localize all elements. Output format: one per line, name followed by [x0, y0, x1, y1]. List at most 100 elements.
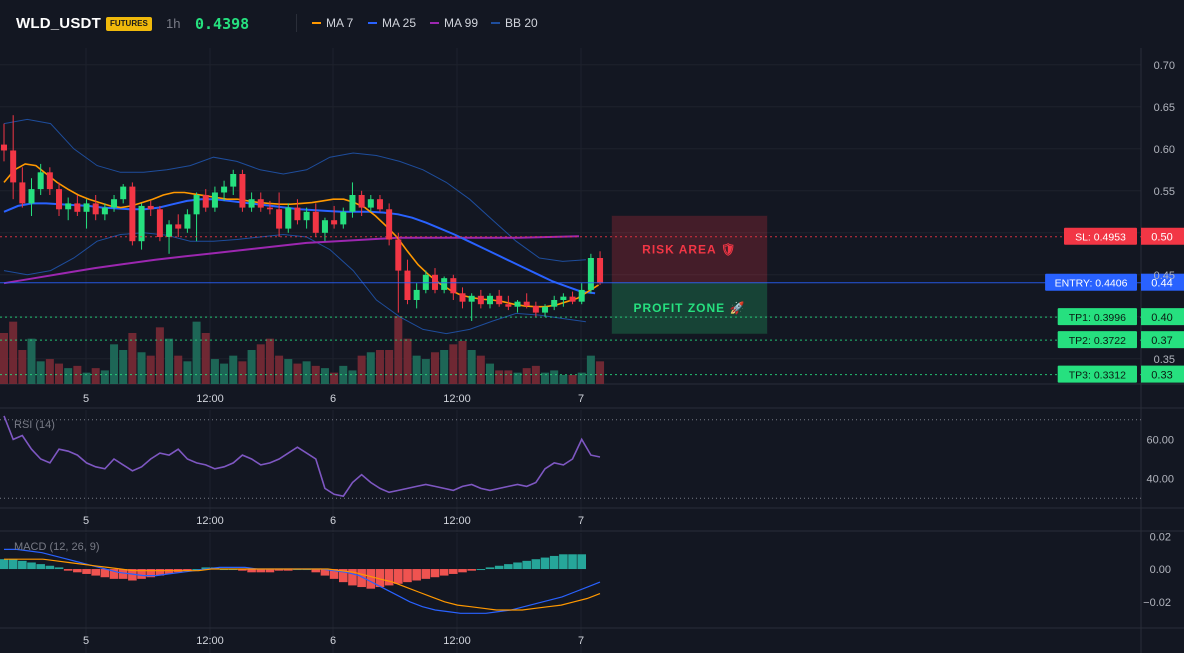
timeframe-label[interactable]: 1h — [166, 16, 181, 31]
volume-bar — [348, 370, 357, 384]
legend-ma99-label: MA 99 — [444, 16, 479, 30]
volume-bar — [320, 368, 329, 384]
candle-up — [349, 195, 356, 212]
volume-bar — [586, 355, 595, 384]
level-axis-label: 0.44 — [1151, 278, 1172, 290]
volume-bar — [476, 355, 485, 384]
candle-down — [459, 293, 466, 302]
candle-up — [551, 300, 558, 307]
legend-ma7-label: MA 7 — [326, 16, 354, 30]
macd-hist-bar — [183, 569, 192, 571]
macd-hist-bar — [91, 569, 100, 576]
volume-bar — [64, 368, 73, 384]
candle-up — [193, 195, 200, 215]
candle-down — [1, 144, 7, 151]
macd-hist-bar — [238, 569, 247, 571]
volume-bar — [430, 352, 439, 384]
macd-time-label: 12:00 — [196, 635, 224, 647]
macd-hist-bar — [54, 567, 64, 570]
legend-ma25[interactable]: MA 25 — [368, 16, 416, 30]
candle-down — [386, 209, 393, 240]
candle-down — [404, 270, 411, 300]
volume-bar — [293, 363, 302, 384]
candle-up — [101, 207, 108, 215]
price-tick-label: 0.35 — [1154, 354, 1175, 366]
level-axis-label: 0.40 — [1151, 312, 1172, 324]
macd-hist-bar — [403, 569, 412, 583]
legend-bb20-label: BB 20 — [505, 16, 538, 30]
macd-hist-bar — [311, 569, 321, 573]
risk-area-label: RISK AREA 🛡 — [642, 242, 737, 256]
candle-down — [376, 199, 383, 210]
macd-hist-bar — [329, 569, 339, 579]
level-tag — [1045, 273, 1137, 291]
candle-up — [560, 296, 567, 300]
volume-bar — [559, 374, 568, 384]
bb20-swatch — [491, 22, 500, 24]
candle-down — [156, 209, 163, 237]
candle-down — [266, 207, 273, 210]
macd-hist-bar — [504, 564, 513, 570]
volume-bar — [137, 352, 146, 384]
rsi-time-label: 12:00 — [443, 515, 471, 527]
candle-up — [367, 199, 374, 208]
macd-hist-bar — [18, 560, 27, 570]
candle-up — [413, 289, 420, 300]
candle-up — [303, 211, 310, 221]
volume-bar — [495, 370, 504, 384]
macd-hist-bar — [577, 554, 587, 570]
macd-hist-bar — [137, 569, 146, 579]
candle-down — [395, 239, 402, 271]
ma99-line — [3, 235, 580, 285]
risk-area-zone — [611, 215, 768, 284]
candle-down — [569, 296, 576, 302]
volume-bar — [302, 361, 311, 384]
volume-bar — [385, 350, 394, 384]
macd-hist-bar — [348, 569, 357, 586]
candle-down — [450, 278, 457, 294]
macd-hist-bar — [494, 565, 504, 570]
volume-bar — [275, 355, 284, 384]
macd-hist-bar — [357, 569, 366, 588]
level-tag — [1057, 331, 1137, 349]
macd-hist-bar — [384, 569, 394, 586]
legend-ma7[interactable]: MA 7 — [312, 16, 353, 30]
rsi-tick-label: 60.00 — [1146, 434, 1174, 446]
candle-up — [138, 205, 145, 242]
profit-zone-label: PROFIT ZONE 🚀 — [634, 301, 746, 315]
level-axis-tag — [1141, 227, 1184, 245]
rsi-time-label: 7 — [578, 515, 584, 527]
macd-hist-bar — [568, 554, 577, 570]
macd-hist-bar — [421, 569, 431, 579]
volume-bar — [265, 338, 274, 384]
macd-hist-bar — [82, 569, 91, 574]
legend-bb20[interactable]: BB 20 — [491, 16, 538, 30]
candle-up — [487, 295, 494, 305]
macd-hist-bar — [201, 567, 211, 570]
level-axis-tag — [1141, 308, 1184, 326]
candle-up — [120, 186, 127, 200]
candle-down — [19, 182, 26, 204]
macd-hist-bar — [439, 569, 449, 576]
candle-up — [514, 301, 521, 307]
level-tag-label: TP3: 0.3312 — [1069, 370, 1126, 382]
symbol-title[interactable]: WLD_USDT — [16, 15, 101, 32]
volume-bar — [467, 350, 476, 384]
volume-bar — [449, 344, 458, 384]
legend-ma99[interactable]: MA 99 — [430, 16, 478, 30]
macd-hist-bar — [522, 560, 531, 570]
macd-hist-bar — [109, 569, 119, 579]
price-time-label: 7 — [578, 393, 584, 405]
macd-line — [4, 548, 601, 614]
volume-bar — [238, 361, 247, 384]
candle-down — [597, 258, 604, 284]
volume-bar — [394, 316, 403, 384]
volume-bar — [0, 333, 8, 384]
volume-bar — [421, 359, 430, 384]
volume-bar — [18, 350, 27, 384]
candle-down — [129, 186, 136, 242]
price-time-label: 5 — [83, 393, 89, 405]
price-tick-label: 0.55 — [1154, 186, 1175, 198]
candle-down — [477, 295, 484, 305]
